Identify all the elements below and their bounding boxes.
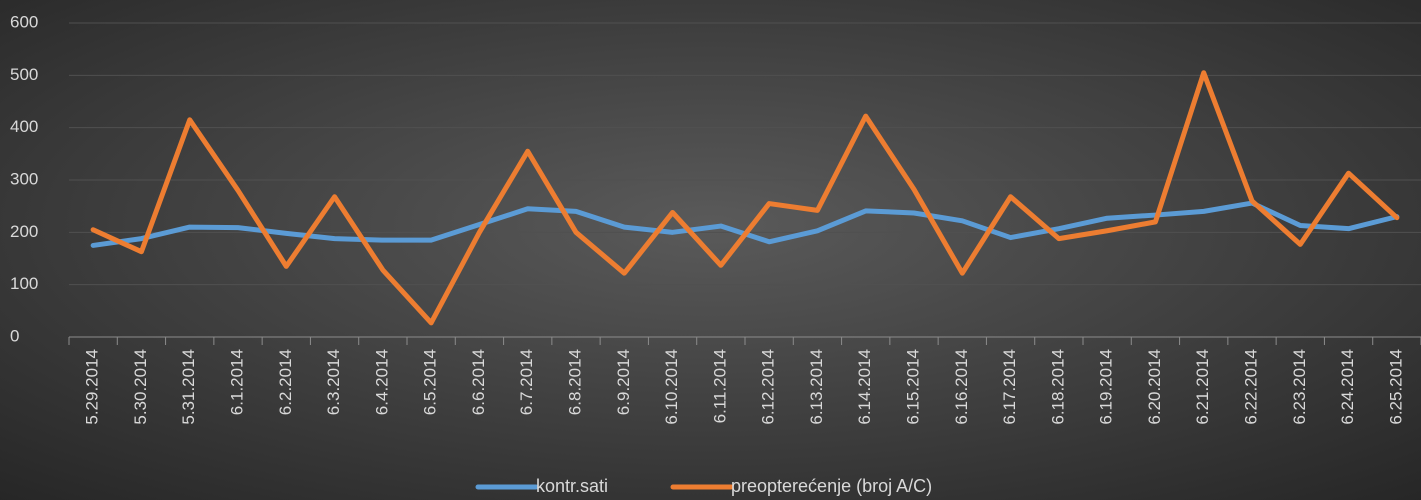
x-tick-label: 6.7.2014	[517, 349, 536, 415]
y-tick-label: 200	[10, 222, 38, 241]
x-tick-label: 6.17.2014	[1000, 349, 1019, 425]
x-tick-label: 6.11.2014	[710, 349, 729, 423]
x-tick-label: 6.2.2014	[276, 349, 295, 415]
x-tick-label: 6.24.2014	[1338, 349, 1357, 425]
x-tick-label: 5.30.2014	[131, 349, 150, 425]
x-tick-label: 6.22.2014	[1241, 349, 1260, 425]
x-tick-label: 6.1.2014	[227, 349, 246, 415]
y-tick-label: 400	[10, 117, 38, 136]
x-tick-label: 6.16.2014	[952, 349, 971, 425]
x-tick-label: 5.29.2014	[83, 349, 102, 425]
x-tick-label: 6.10.2014	[662, 349, 681, 425]
x-tick-label: 6.8.2014	[565, 349, 584, 415]
x-tick-label: 6.4.2014	[372, 349, 391, 415]
x-tick-label: 6.19.2014	[1097, 349, 1116, 425]
legend-label: preopterećenje (broj A/C)	[731, 476, 932, 496]
x-tick-label: 6.25.2014	[1386, 349, 1405, 425]
x-tick-label: 6.6.2014	[469, 349, 488, 415]
x-tick-label: 6.23.2014	[1290, 349, 1309, 425]
y-tick-label: 0	[10, 326, 19, 345]
y-tick-label: 300	[10, 169, 38, 188]
x-tick-label: 6.14.2014	[855, 349, 874, 425]
x-tick-label: 6.20.2014	[1145, 349, 1164, 425]
x-tick-label: 6.13.2014	[807, 349, 826, 425]
x-tick-label: 6.5.2014	[421, 349, 440, 415]
x-tick-label: 6.18.2014	[1048, 349, 1067, 425]
y-tick-label: 500	[10, 65, 38, 84]
x-tick-label: 5.31.2014	[179, 349, 198, 425]
legend-label: kontr.sati	[536, 476, 608, 496]
series-line	[90, 70, 1400, 326]
x-tick-label: 6.21.2014	[1193, 349, 1212, 425]
x-tick-label: 6.12.2014	[759, 349, 778, 425]
x-tick-label: 6.9.2014	[614, 349, 633, 415]
y-tick-label: 600	[10, 12, 38, 31]
y-tick-label: 100	[10, 274, 38, 293]
x-tick-label: 6.15.2014	[903, 349, 922, 425]
x-tick-label: 6.3.2014	[324, 349, 343, 415]
